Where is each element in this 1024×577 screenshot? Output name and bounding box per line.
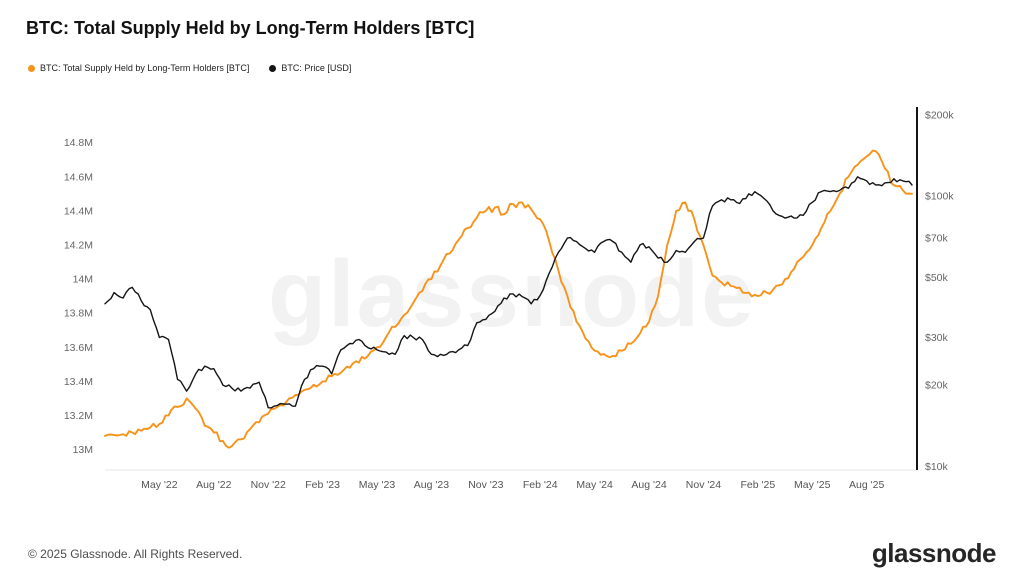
right-axis-tick-label: $100k (925, 191, 954, 203)
left-axis-tick-label: 14.8M (64, 137, 93, 149)
left-axis-tick-label: 14M (73, 274, 93, 286)
x-axis-tick-label: Feb '24 (523, 479, 558, 491)
legend-dot-orange-icon (28, 64, 35, 72)
left-axis-tick-label: 14.6M (64, 171, 93, 183)
right-axis-tick-label: $20k (925, 380, 949, 392)
x-axis-tick-label: Aug '24 (631, 479, 666, 491)
legend: BTC: Total Supply Held by Long-Term Hold… (28, 63, 351, 73)
legend-dot-black-icon (269, 64, 277, 72)
x-axis-tick-label: Feb '23 (305, 479, 340, 491)
legend-label-price: BTC: Price [USD] (281, 63, 352, 73)
lth-supply-line[interactable] (104, 149, 913, 449)
page-title: BTC: Total Supply Held by Long-Term Hold… (26, 18, 475, 38)
x-axis-tick-label: Nov '24 (686, 479, 721, 491)
x-axis-tick-label: Nov '22 (251, 479, 286, 491)
left-axis-tick-label: 13M (73, 444, 93, 456)
legend-item-price[interactable]: BTC: Price [USD] (269, 63, 351, 73)
footer: © 2025 Glassnode. All Rights Reserved. g… (0, 538, 1024, 569)
right-axis-tick-label: $50k (925, 272, 949, 284)
right-axis-tick-label: $200k (925, 109, 954, 121)
x-axis-tick-label: Nov '23 (468, 479, 503, 491)
left-axis-tick-label: 14.4M (64, 205, 93, 217)
right-axis-tick-label: $10k (925, 461, 949, 473)
chart-area[interactable]: glassnode 14.8M 14.6M 14.4M 14.2M 14M 13.8M 13… (0, 95, 1024, 507)
x-axis-tick-label: May '24 (576, 479, 613, 491)
right-axis-tick-label: $30k (925, 332, 949, 344)
legend-item-lth-supply[interactable]: BTC: Total Supply Held by Long-Term Hold… (28, 63, 249, 73)
x-axis-tick-label: May '22 (141, 479, 178, 491)
chart-svg[interactable]: 14.8M 14.6M 14.4M 14.2M 14M 13.8M 13.6M 13.4M 13… (0, 95, 1024, 507)
left-axis-tick-label: 13.2M (64, 410, 93, 422)
left-axis-tick-label: 13.6M (64, 342, 93, 354)
left-axis-tick-label: 13.4M (64, 376, 93, 388)
x-axis-tick-label: Aug '22 (196, 479, 231, 491)
glassnode-logo: glassnode (871, 538, 997, 568)
price-line[interactable] (104, 176, 913, 409)
copyright-text: © 2025 Glassnode. All Rights Reserved. (28, 546, 243, 561)
x-axis-tick-label: Aug '23 (414, 479, 449, 491)
left-axis-tick-label: 13.8M (64, 308, 93, 320)
x-axis-tick-label: May '23 (359, 479, 396, 491)
right-axis-tick-label: $70k (925, 233, 949, 245)
x-axis-tick-label: May '25 (794, 479, 831, 491)
x-axis-tick-label: Feb '25 (741, 479, 776, 491)
legend-label-lth-supply: BTC: Total Supply Held by Long-Term Hold… (40, 63, 250, 73)
x-axis-tick-label: Aug '25 (849, 479, 884, 491)
left-axis-tick-label: 14.2M (64, 239, 93, 251)
